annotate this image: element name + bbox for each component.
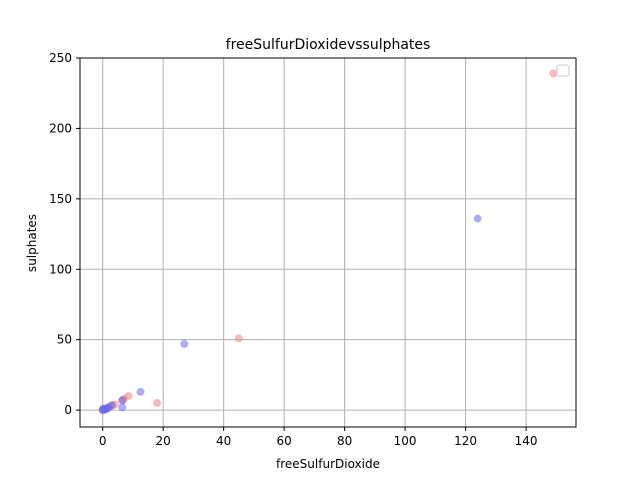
y-tick-label: 250 bbox=[49, 51, 72, 65]
y-tick-label: 100 bbox=[49, 262, 72, 276]
x-tick-label: 100 bbox=[394, 434, 417, 448]
data-point-series-2 bbox=[473, 214, 482, 223]
x-tick-label: 140 bbox=[515, 434, 538, 448]
y-axis-label: sulphates bbox=[25, 214, 39, 272]
y-tick-label: 150 bbox=[49, 192, 72, 206]
x-tick-label: 120 bbox=[454, 434, 477, 448]
legend-box[interactable] bbox=[556, 64, 570, 77]
ticks: 0 20 40 60 80 100 120 140 0 50 100 150 200 250 bbox=[49, 51, 537, 448]
x-tick-label: 40 bbox=[216, 434, 231, 448]
x-tick-label: 80 bbox=[337, 434, 352, 448]
data-point-series-2 bbox=[118, 403, 127, 412]
y-tick-label: 0 bbox=[64, 403, 72, 417]
data-point-series-2 bbox=[180, 339, 189, 348]
data-point-series-1 bbox=[234, 334, 243, 343]
data-point-series-2 bbox=[99, 404, 108, 413]
data-point-series-2 bbox=[118, 396, 127, 405]
x-tick-label: 20 bbox=[156, 434, 171, 448]
data-point-series-1 bbox=[549, 69, 558, 78]
data-point-series-2 bbox=[136, 387, 145, 396]
y-tick-label: 200 bbox=[49, 121, 72, 135]
y-tick-label: 50 bbox=[57, 333, 72, 347]
x-tick-label: 0 bbox=[99, 434, 107, 448]
data-point-series-1 bbox=[153, 399, 162, 408]
x-tick-label: 60 bbox=[277, 434, 292, 448]
chart-title: freeSulfurDioxidevssulphates bbox=[226, 37, 431, 53]
data-points bbox=[98, 69, 558, 415]
axes-frame bbox=[79, 57, 577, 428]
x-axis-label: freeSulfurDioxide bbox=[276, 457, 380, 471]
